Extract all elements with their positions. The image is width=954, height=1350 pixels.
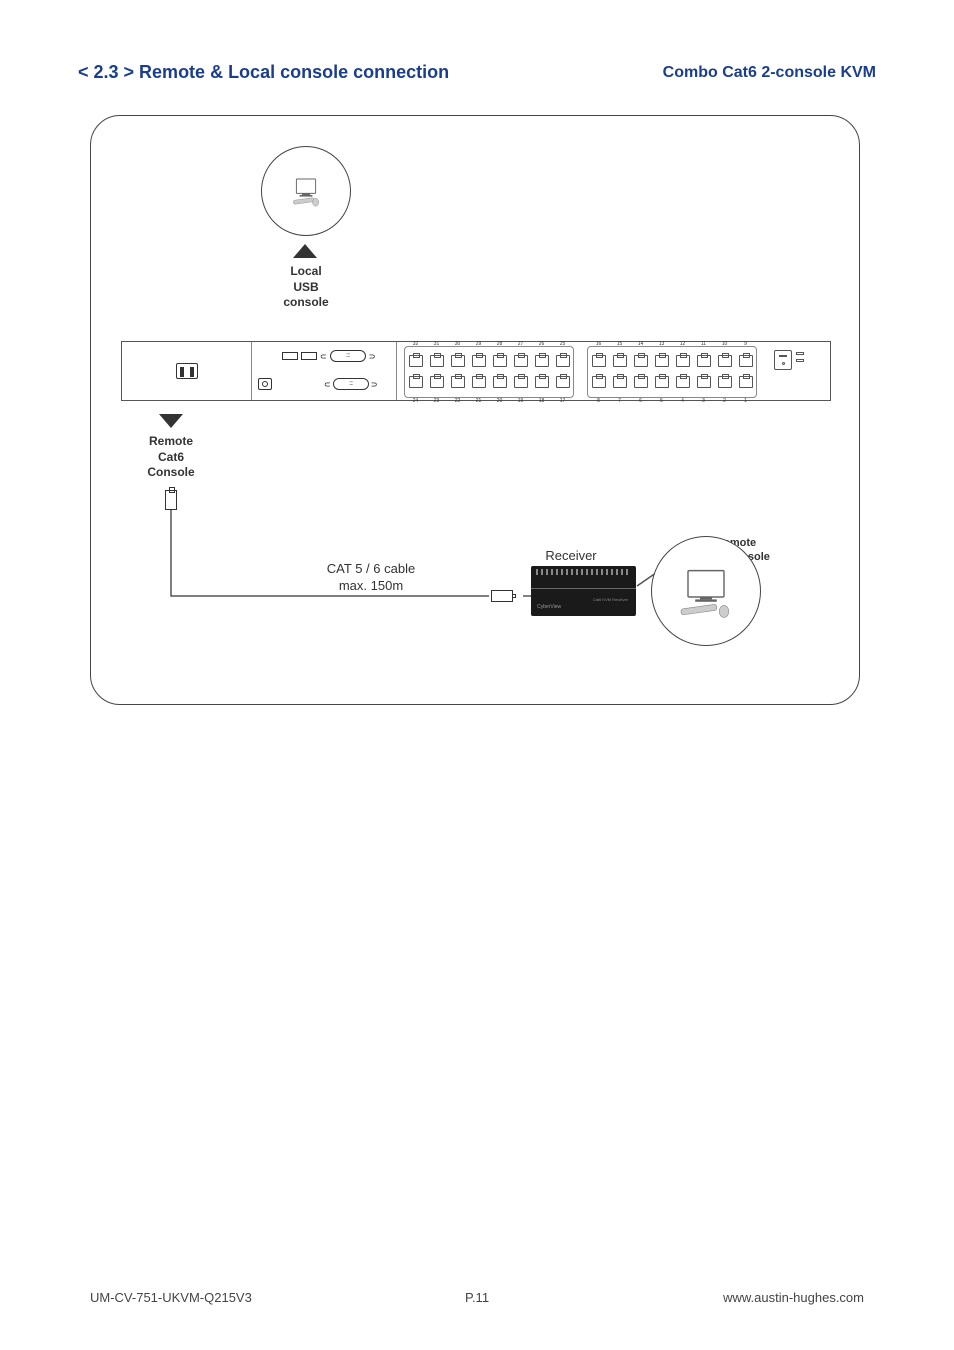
port-number: 24 xyxy=(413,398,419,404)
footer-url: www.austin-hughes.com xyxy=(723,1290,864,1305)
port-number: 23 xyxy=(434,398,440,404)
port-number: 29 xyxy=(476,341,482,347)
port-number: 20 xyxy=(497,398,503,404)
port-number: 12 xyxy=(680,341,686,347)
document-id: UM-CV-751-UKVM-Q215V3 xyxy=(90,1290,252,1305)
receiver-label: Receiver xyxy=(531,548,611,565)
usb-port-icon xyxy=(282,352,298,360)
led-indicator-icon xyxy=(774,350,792,370)
monitor-icon xyxy=(286,175,326,207)
product-title: Combo Cat6 2-console KVM xyxy=(663,64,876,82)
kvm-led-section xyxy=(774,350,824,394)
port-group-2: 16 15 14 13 12 11 10 9 8 7 6 5 4 3 2 1 xyxy=(587,346,757,398)
usb-port-icon xyxy=(301,352,317,360)
port-number: 15 xyxy=(617,341,623,347)
port-number: 27 xyxy=(518,341,524,347)
port-number: 4 xyxy=(681,398,684,404)
cable-spec-label: CAT 5 / 6 cable max. 150m xyxy=(306,561,436,595)
receiver-device-icon: CyberView Cat6 KVM Receiver xyxy=(531,566,636,616)
port-number: 16 xyxy=(596,341,602,347)
rj45-connector-icon xyxy=(491,590,513,602)
rj45-connector-icon xyxy=(165,490,177,510)
port-group-1: 32.rj-port::after{top:-3px} 31 30 29 28 … xyxy=(404,346,574,398)
remote-cat6-label: Remote Cat6 Console xyxy=(136,434,206,481)
port-number: 3 xyxy=(702,398,705,404)
vga-port-icon xyxy=(333,378,369,390)
arrow-up-icon xyxy=(293,244,317,258)
port-number: 22 xyxy=(455,398,461,404)
section-title: < 2.3 > Remote & Local console connectio… xyxy=(78,62,449,83)
port-number: 21 xyxy=(476,398,482,404)
port-number: 13 xyxy=(659,341,665,347)
port-number: 5 xyxy=(660,398,663,404)
port-number: 32 xyxy=(413,341,419,347)
monitor-icon xyxy=(676,561,736,621)
port-number: 30 xyxy=(455,341,461,347)
power-port-icon xyxy=(176,363,198,379)
local-console-icon xyxy=(261,146,351,236)
port-number: 9 xyxy=(744,341,747,347)
port-number: 1 xyxy=(744,398,747,404)
page-footer: UM-CV-751-UKVM-Q215V3 P.11 www.austin-hu… xyxy=(90,1290,864,1305)
kvm-console-section: ⊂ ⊃ ⊂ ⊃ xyxy=(252,342,397,400)
remote-console-icon xyxy=(651,536,761,646)
port-number: 26 xyxy=(539,341,545,347)
port-number: 17 xyxy=(560,398,566,404)
port-number: 2 xyxy=(723,398,726,404)
kvm-switch-unit: ⊂ ⊃ ⊂ ⊃ 32.rj-port::after{top:-3px} 31 3… xyxy=(121,341,831,401)
kvm-power-section xyxy=(122,342,252,400)
port-number: 7 xyxy=(618,398,621,404)
port-number: 14 xyxy=(638,341,644,347)
local-usb-label: Local USB console xyxy=(271,264,341,311)
page-number: P.11 xyxy=(465,1290,489,1305)
port-number: 31 xyxy=(434,341,440,347)
port-number: 10 xyxy=(722,341,728,347)
vga-port-icon xyxy=(330,350,366,362)
port-number: 25 xyxy=(560,341,566,347)
port-number: 11 xyxy=(701,341,706,347)
connection-diagram: Local USB console ⊂ ⊃ ⊂ ⊃ 32.rj-port: xyxy=(90,115,860,705)
port-number: 19 xyxy=(518,398,524,404)
port-number: 8 xyxy=(597,398,600,404)
port-number: 6 xyxy=(639,398,642,404)
port-number: 28 xyxy=(497,341,503,347)
arrow-down-icon xyxy=(159,414,183,428)
port-number: 18 xyxy=(539,398,545,404)
rj45-port-icon xyxy=(258,378,272,390)
receiver-brand: CyberView xyxy=(537,604,561,610)
